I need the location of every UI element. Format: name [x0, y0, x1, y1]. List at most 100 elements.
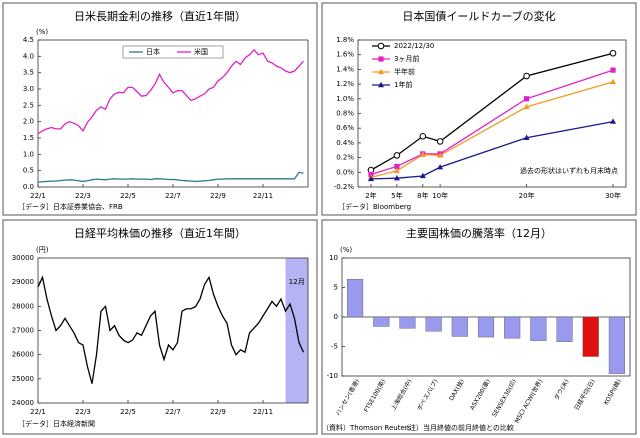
bar	[477, 316, 495, 338]
legend-box	[122, 45, 224, 59]
x-tick-label: 22/1	[30, 408, 46, 416]
bar	[451, 316, 468, 337]
source: ［データ］日本経済新聞	[18, 419, 95, 428]
y-tick-label: 28000	[12, 302, 34, 310]
y-tick-label: 0.6%	[336, 124, 354, 132]
x-tick-label: 20年	[519, 191, 535, 200]
series-line	[370, 69, 614, 176]
x-tick-label: 10年	[432, 191, 448, 200]
bar	[556, 316, 573, 342]
panel-frame	[321, 219, 637, 435]
point	[393, 152, 401, 159]
x-tick-label: 22/5	[120, 408, 136, 416]
y-unit: (%)	[36, 28, 48, 36]
y-tick-label: 2.0	[23, 118, 34, 126]
y-tick-label: 1.5	[23, 134, 34, 142]
panel-frame	[2, 2, 318, 216]
source: ［データ］Bloomberg	[338, 202, 411, 211]
x-tick-label: 8年	[417, 191, 428, 200]
point	[523, 96, 530, 102]
x-tick-label: 22/5	[120, 192, 136, 200]
y-tick-label: 4.5	[23, 36, 34, 44]
x-tick-label: DAX(独)	[447, 378, 466, 402]
bar	[425, 316, 442, 332]
x-tick-label: 2年	[365, 191, 376, 200]
x-tick-label: 上海総合(中)	[389, 378, 413, 412]
y-tick-label: 24000	[12, 399, 34, 407]
y-tick-label: 5	[334, 284, 338, 292]
bar	[373, 316, 390, 327]
y-tick-label: 1.0	[23, 150, 34, 158]
x-tick-label: MSCI ACWI(世界)	[513, 378, 545, 425]
series-line	[370, 52, 614, 171]
y-tick-label: -0.2%	[334, 183, 355, 191]
bar	[582, 316, 599, 357]
y-tick-label: -5	[331, 343, 338, 351]
panel-frame	[321, 2, 637, 216]
plot-frame	[37, 257, 309, 404]
bar	[399, 316, 416, 329]
bar	[504, 316, 521, 339]
series-line	[370, 120, 614, 180]
x-tick-label: ASX200(豪)	[468, 378, 492, 412]
legend-label: 米国	[194, 47, 208, 56]
chart-title: 日米長期金利の推移（直近1年間）	[74, 9, 246, 23]
plot-frame	[37, 39, 309, 188]
point	[610, 118, 617, 124]
x-tick-label: 22/1	[30, 192, 46, 200]
legend-label: 3ヶ月前	[394, 54, 419, 63]
y-tick-label: 25000	[12, 375, 34, 383]
point	[367, 175, 374, 182]
y-tick-label: 2.5	[23, 101, 34, 109]
x-tick-label: ハンセン(香港)	[334, 378, 361, 417]
series-line	[37, 48, 304, 135]
legend-label: 1年前	[394, 80, 412, 89]
y-tick-label: 0.2%	[336, 154, 354, 162]
legend-label: 2022/12/30	[394, 42, 434, 50]
x-tick-label: SENSEX30(印)	[491, 378, 518, 418]
point	[393, 167, 400, 174]
legend-label: 半年前	[394, 67, 415, 76]
y-tick-label: 1.4%	[336, 65, 354, 73]
chart-title: 日経平均株価の推移（直近1年間）	[74, 226, 246, 240]
y-tick-label: 3.0	[23, 85, 34, 93]
x-tick-label: ダウ(米)	[552, 378, 570, 402]
series-line	[37, 275, 305, 384]
x-tick-label: 22/9	[210, 408, 226, 416]
point	[436, 138, 444, 145]
point	[377, 42, 385, 50]
y-tick-label: 0.8%	[336, 110, 354, 118]
y-tick-label: 1.0%	[336, 95, 354, 103]
x-tick-label: ボベスパ(ブ)	[415, 378, 439, 412]
x-tick-label: FTSE100(英)	[362, 378, 387, 414]
x-tick-label: 22/7	[165, 408, 181, 416]
y-tick-label: 26000	[12, 351, 34, 359]
y-tick-label: 0.0%	[336, 168, 354, 176]
point	[523, 134, 530, 140]
point	[610, 78, 617, 85]
x-tick-label: 22/3	[75, 408, 91, 416]
source: ［データ］日本証券業協会、FRB	[18, 202, 123, 211]
x-tick-label: 22/9	[210, 192, 226, 200]
y-tick-label: 0.5	[23, 167, 34, 175]
point	[609, 49, 617, 57]
x-tick-label: 日経平均(日)	[572, 378, 596, 412]
y-tick-label: 30000	[12, 254, 34, 262]
annotation: 過去の形状はいずれも月末時点	[520, 166, 618, 175]
x-tick-label: 22/11	[253, 192, 273, 200]
x-tick-label: KOSPI(韓)	[602, 378, 623, 406]
bar	[608, 316, 625, 374]
y-tick-label: 1.6%	[336, 51, 354, 59]
x-tick-label: 22/7	[165, 192, 181, 200]
point	[393, 174, 400, 181]
point	[437, 152, 444, 158]
x-tick-label: 22/11	[253, 408, 273, 416]
y-tick-label: 0.0	[23, 183, 34, 191]
y-tick-label: 0.4%	[336, 139, 354, 147]
point	[378, 56, 384, 62]
y-tick-label: 1.2%	[336, 80, 354, 88]
point	[378, 81, 384, 88]
x-tick-label: 22/3	[75, 192, 91, 200]
bar	[530, 316, 547, 341]
y-tick-label: 29000	[12, 278, 34, 286]
